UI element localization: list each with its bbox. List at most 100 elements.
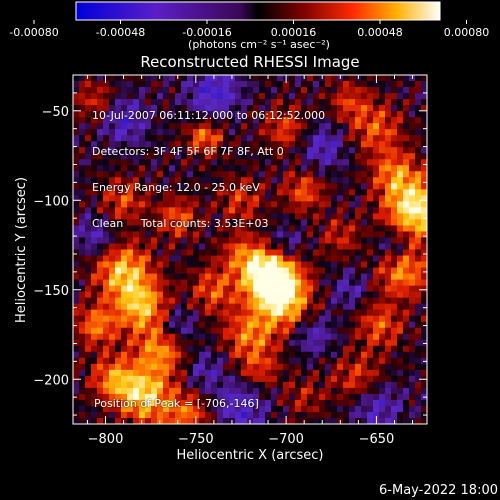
heatmap-cell <box>379 189 386 196</box>
heatmap-cell <box>223 93 230 100</box>
heatmap-cell <box>115 327 122 335</box>
heatmap-cell <box>199 393 206 401</box>
heatmap-cell <box>85 87 92 94</box>
heatmap-cell <box>79 345 86 353</box>
heatmap-cell <box>397 399 404 407</box>
x-axis: −800 −750 −700 −650 <box>86 75 414 447</box>
heatmap-cell <box>253 285 260 293</box>
heatmap-cell <box>277 201 284 208</box>
heatmap-cell <box>85 363 92 371</box>
heatmap-cell <box>283 105 290 112</box>
heatmap-cell <box>295 111 302 118</box>
heatmap-cell <box>409 93 416 100</box>
heatmap-cell <box>169 381 176 389</box>
heatmap-cell <box>319 345 326 353</box>
heatmap-cell <box>373 213 380 221</box>
heatmap-cell <box>265 135 272 142</box>
heatmap-cell <box>79 411 86 419</box>
heatmap-cell <box>421 201 427 208</box>
heatmap-cell <box>163 363 170 371</box>
heatmap-cell <box>265 195 272 202</box>
heatmap-cell <box>409 99 416 106</box>
heatmap-cell <box>301 129 308 136</box>
heatmap-cell <box>97 147 104 154</box>
heatmap-cell <box>253 387 260 395</box>
heatmap-cell <box>115 255 122 263</box>
heatmap-cell <box>133 189 140 196</box>
heatmap-cell <box>253 207 260 214</box>
heatmap-cell <box>265 303 272 311</box>
heatmap-cell <box>325 237 332 245</box>
heatmap-cell <box>193 225 200 233</box>
heatmap-cell <box>301 345 308 353</box>
heatmap-cell <box>109 213 116 221</box>
heatmap-cell <box>331 249 338 257</box>
heatmap-cell <box>307 135 314 142</box>
heatmap-cell <box>151 159 158 166</box>
heatmap-cell <box>385 405 392 413</box>
heatmap-cell <box>163 327 170 335</box>
heatmap-cell <box>157 153 164 160</box>
heatmap-cell <box>307 267 314 275</box>
heatmap-cell <box>85 195 92 202</box>
heatmap-cell <box>313 219 320 227</box>
heatmap-cell <box>361 123 368 130</box>
heatmap-cell <box>241 249 248 257</box>
heatmap-cell <box>91 267 98 275</box>
heatmap-cell <box>121 195 128 202</box>
heatmap-cell <box>199 75 206 82</box>
heatmap-cell <box>151 237 158 245</box>
heatmap-cell <box>373 303 380 311</box>
heatmap-cell <box>295 381 302 389</box>
heatmap-cell <box>313 291 320 299</box>
heatmap-cell <box>307 405 314 413</box>
heatmap-cell <box>229 279 236 287</box>
heatmap-cell <box>295 375 302 383</box>
heatmap-cell <box>217 345 224 353</box>
heatmap-cell <box>313 171 320 178</box>
heatmap-cell <box>247 405 254 413</box>
heatmap-cell <box>295 327 302 335</box>
heatmap-cell <box>403 111 410 118</box>
heatmap-cell <box>247 117 254 124</box>
heatmap-cell <box>343 165 350 172</box>
heatmap-cell <box>349 375 356 383</box>
heatmap-cell <box>391 393 398 401</box>
heatmap-cell <box>295 117 302 124</box>
heatmap-cell <box>397 237 404 245</box>
heatmap-cell <box>163 333 170 341</box>
heatmap-cell <box>271 153 278 160</box>
heatmap-cell <box>391 165 398 172</box>
heatmap-cell <box>283 327 290 335</box>
heatmap-cell <box>181 393 188 401</box>
heatmap-cell <box>397 99 404 106</box>
heatmap-cell <box>169 93 176 100</box>
heatmap-cell <box>367 363 374 371</box>
heatmap-cell <box>391 375 398 383</box>
heatmap-cell <box>175 399 182 407</box>
heatmap-cell <box>343 381 350 389</box>
heatmap-cell <box>247 375 254 383</box>
heatmap-cell <box>379 165 386 172</box>
heatmap-cell <box>379 267 386 275</box>
heatmap-cell <box>109 381 116 389</box>
heatmap-cell <box>307 321 314 329</box>
heatmap-cell <box>115 315 122 323</box>
heatmap-cell <box>229 411 236 419</box>
heatmap-cell <box>175 375 182 383</box>
heatmap-cell <box>175 219 182 227</box>
heatmap-cell <box>271 171 278 178</box>
heatmap-cell <box>385 249 392 257</box>
heatmap-cell <box>409 165 416 172</box>
peak-position-text: Position of Peak = [-706,-146] <box>94 397 259 410</box>
heatmap-cell <box>397 207 404 214</box>
heatmap-cell <box>415 345 422 353</box>
heatmap-cell <box>85 393 92 401</box>
heatmap-cell <box>265 171 272 178</box>
heatmap-cell <box>241 201 248 208</box>
heatmap-cell <box>373 249 380 257</box>
heatmap-cell <box>289 249 296 257</box>
heatmap-cell <box>187 153 194 160</box>
footer-date: 6-May-2022 18:00 <box>379 483 498 498</box>
heatmap-cell <box>337 183 344 190</box>
